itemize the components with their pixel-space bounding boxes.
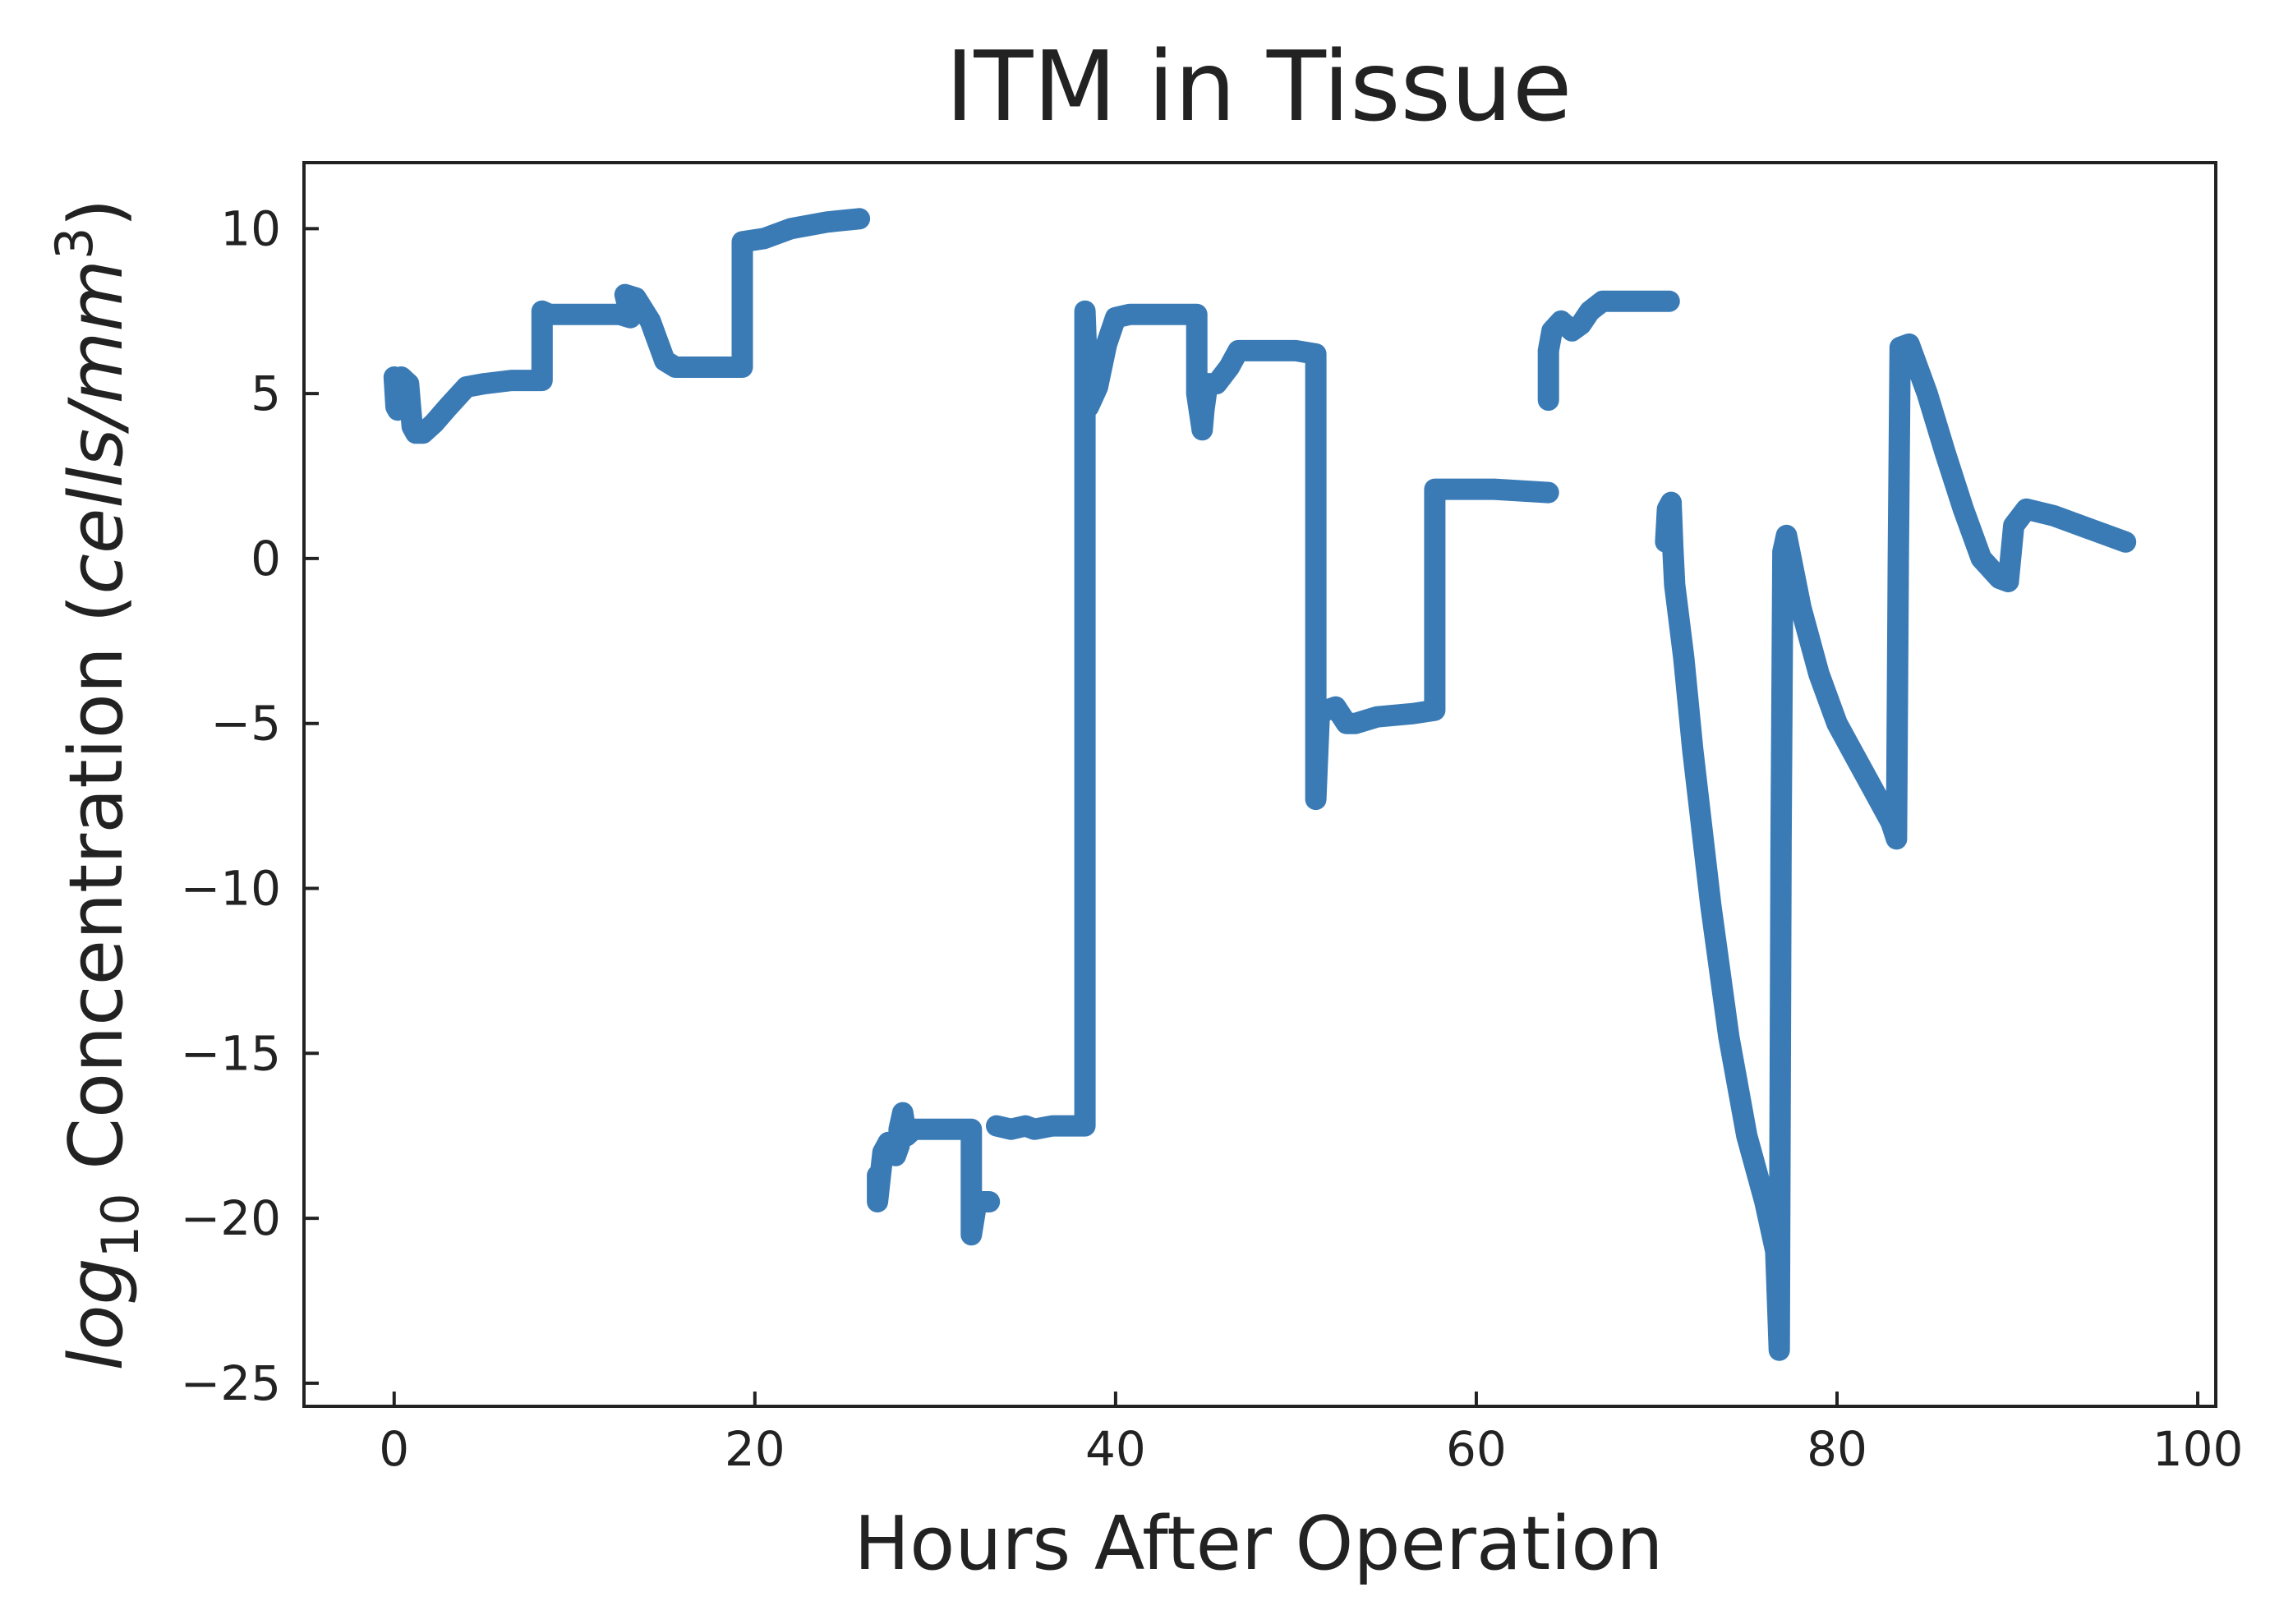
y-axis-label-unit: cells/mm [53,260,140,594]
series-line-segment-1 [383,208,871,444]
y-tick-label: −20 [181,1190,281,1246]
x-tick-label: 0 [379,1421,409,1477]
series-line-segment-4 [1537,290,1680,412]
x-tick-label: 80 [1807,1421,1867,1477]
chart-title: ITM in Tissue [946,30,1572,143]
x-tick-label: 60 [1446,1421,1507,1477]
y-axis-ticks: 10 5 0 −5 −10 −15 −20 −25 [181,200,319,1411]
y-tick-label: −5 [211,696,282,752]
y-axis-label-subscript: 10 [90,1193,150,1258]
y-axis-label-log: log [53,1258,140,1370]
y-tick-label: −25 [181,1355,281,1411]
y-tick-label: 5 [251,366,281,421]
series-line-segment-2 [867,1102,1001,1246]
series-line-segment-3 [986,300,1559,1140]
x-tick-label: 40 [1085,1421,1146,1477]
x-axis-ticks: 0 20 40 60 80 100 [379,1392,2243,1477]
series-line-segment-5 [1655,333,2137,1361]
data-series [383,208,2137,1361]
y-axis-label-superscript: 3 [44,228,104,260]
x-axis-label: Hours After Operation [854,1501,1664,1587]
x-tick-label: 100 [2153,1421,2244,1477]
y-tick-label: −10 [181,861,281,917]
y-tick-label: 10 [220,200,281,256]
y-axis-label: log10 Concentration (cells/mm3) [44,198,150,1370]
y-tick-label: 0 [251,531,281,587]
y-axis-label-close: ) [53,198,140,227]
plot-area: 0 20 40 60 80 100 10 5 0 −5 −10 −15 −20 −25 [181,161,2243,1477]
x-tick-label: 20 [725,1421,785,1477]
plot-frame [302,161,2217,1408]
y-tick-label: −15 [181,1025,281,1081]
y-axis-label-text: Concentration ( [53,594,140,1193]
